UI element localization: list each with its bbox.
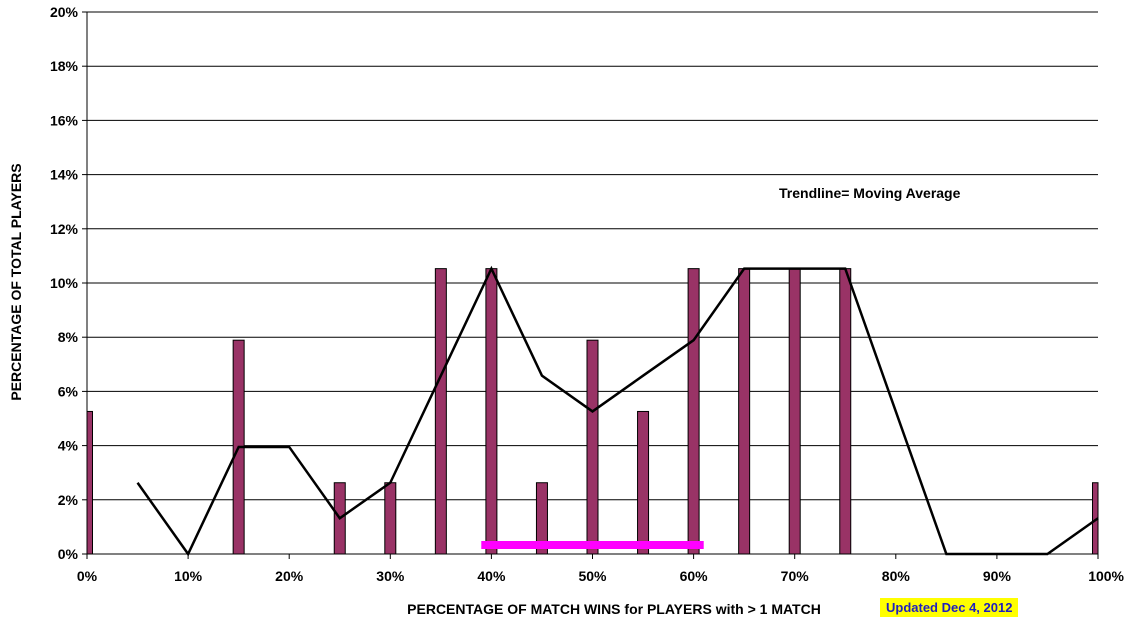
bar <box>687 268 700 555</box>
y-tick-labels: 0% 2% 4% 6% 8% 10% 12% 14% 16% 18% 20% <box>50 4 79 562</box>
x-tick-label: 10% <box>174 568 203 584</box>
axes <box>82 11 1099 559</box>
x-tick-label: 100% <box>1088 568 1124 584</box>
highlight-range <box>481 541 704 549</box>
y-tick-label: 14% <box>50 167 79 183</box>
x-tick-label: 60% <box>680 568 709 584</box>
trendline-path <box>136 265 1099 557</box>
y-tick-label: 2% <box>58 492 79 508</box>
y-tick-label: 18% <box>50 58 79 74</box>
y-tick-label: 6% <box>58 383 79 399</box>
bar <box>485 268 498 555</box>
x-tick-label: 20% <box>275 568 304 584</box>
trendline <box>136 265 1099 557</box>
bar <box>738 268 751 555</box>
trendline-label: Trendline= Moving Average <box>779 185 961 201</box>
bar <box>384 482 397 555</box>
x-tick-label: 70% <box>781 568 810 584</box>
y-tick-label: 8% <box>58 329 79 345</box>
x-tick-labels: 0% 10% 20% 30% 40% 50% 60% 70% 80% 90% 100% <box>77 568 1125 584</box>
bar <box>86 410 93 555</box>
y-tick-label: 10% <box>50 275 79 291</box>
x-tick-label: 30% <box>376 568 405 584</box>
bar <box>839 268 852 555</box>
y-axis-label: PERCENTAGE OF TOTAL PLAYERS <box>8 163 24 400</box>
updated-badge: Updated Dec 4, 2012 <box>880 598 1019 617</box>
y-tick-label: 0% <box>58 546 79 562</box>
y-tick-label: 12% <box>50 221 79 237</box>
x-axis-label: PERCENTAGE OF MATCH WINS for PLAYERS wit… <box>407 601 821 617</box>
gridlines <box>87 11 1098 501</box>
y-tick-label: 16% <box>50 112 79 128</box>
x-tick-label: 50% <box>578 568 607 584</box>
x-tick-label: 90% <box>983 568 1012 584</box>
highlight-bar <box>481 541 704 549</box>
bar <box>637 410 650 555</box>
bar <box>788 268 801 555</box>
bar <box>434 268 447 555</box>
x-tick-label: 0% <box>77 568 98 584</box>
y-tick-label: 20% <box>50 4 79 20</box>
x-tick-label: 40% <box>477 568 506 584</box>
x-tick-label: 80% <box>882 568 911 584</box>
y-tick-label: 4% <box>58 438 79 454</box>
bar <box>586 339 599 555</box>
